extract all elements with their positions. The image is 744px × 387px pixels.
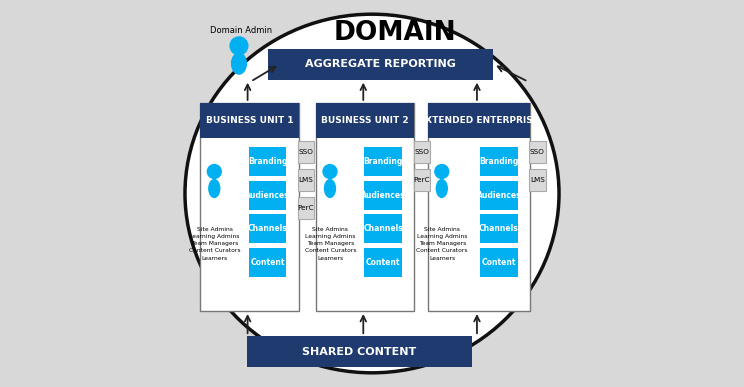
Ellipse shape: [231, 52, 247, 75]
Text: SHARED CONTENT: SHARED CONTENT: [302, 347, 417, 356]
FancyBboxPatch shape: [316, 103, 414, 138]
Text: DOMAIN: DOMAIN: [334, 21, 457, 46]
Text: BUSINESS UNIT 1: BUSINESS UNIT 1: [206, 116, 293, 125]
FancyBboxPatch shape: [529, 140, 545, 163]
FancyBboxPatch shape: [365, 214, 402, 243]
Text: Site Admins
Learning Admins
Team Managers
Content Curators
Learners: Site Admins Learning Admins Team Manager…: [417, 227, 468, 260]
FancyBboxPatch shape: [480, 181, 518, 210]
FancyBboxPatch shape: [298, 140, 314, 163]
FancyBboxPatch shape: [414, 169, 430, 191]
Text: SSO: SSO: [298, 149, 313, 155]
Text: LMS: LMS: [298, 177, 313, 183]
Text: Audiences: Audiences: [361, 191, 405, 200]
Text: PerC: PerC: [298, 205, 315, 211]
Circle shape: [434, 164, 449, 178]
FancyBboxPatch shape: [268, 49, 493, 80]
FancyBboxPatch shape: [248, 214, 286, 243]
Circle shape: [208, 164, 221, 178]
Ellipse shape: [436, 179, 448, 198]
FancyBboxPatch shape: [200, 103, 299, 311]
FancyBboxPatch shape: [414, 140, 430, 163]
Text: Content: Content: [366, 258, 400, 267]
Text: EXTENDED ENTERPRISE: EXTENDED ENTERPRISE: [419, 116, 539, 125]
Ellipse shape: [324, 179, 336, 198]
FancyBboxPatch shape: [480, 214, 518, 243]
FancyBboxPatch shape: [247, 336, 472, 367]
Ellipse shape: [208, 179, 220, 198]
Text: Branding: Branding: [364, 157, 403, 166]
FancyBboxPatch shape: [248, 181, 286, 210]
Text: Site Admins
Learning Admins
Team Managers
Content Curators
Learners: Site Admins Learning Admins Team Manager…: [304, 227, 356, 260]
Text: AGGREGATE REPORTING: AGGREGATE REPORTING: [305, 59, 456, 69]
Text: Audiences: Audiences: [477, 191, 522, 200]
FancyBboxPatch shape: [200, 103, 299, 138]
Text: Audiences: Audiences: [246, 191, 290, 200]
FancyBboxPatch shape: [365, 181, 402, 210]
Text: SSO: SSO: [414, 149, 429, 155]
Text: Channels: Channels: [248, 224, 287, 233]
FancyBboxPatch shape: [248, 147, 286, 176]
Text: Channels: Channels: [363, 224, 403, 233]
FancyBboxPatch shape: [428, 103, 530, 311]
Text: LMS: LMS: [530, 177, 545, 183]
Circle shape: [323, 164, 337, 178]
Circle shape: [230, 37, 248, 55]
Ellipse shape: [185, 14, 559, 373]
FancyBboxPatch shape: [298, 197, 314, 219]
FancyBboxPatch shape: [316, 103, 414, 311]
Text: Branding: Branding: [479, 157, 519, 166]
FancyBboxPatch shape: [298, 169, 314, 191]
FancyBboxPatch shape: [248, 248, 286, 277]
FancyBboxPatch shape: [529, 169, 545, 191]
FancyBboxPatch shape: [365, 147, 402, 176]
FancyBboxPatch shape: [480, 147, 518, 176]
Text: Domain Admin: Domain Admin: [210, 26, 272, 35]
FancyBboxPatch shape: [480, 248, 518, 277]
Text: Content: Content: [250, 258, 285, 267]
Text: Branding: Branding: [248, 157, 287, 166]
Text: Content: Content: [481, 258, 516, 267]
Text: PerC: PerC: [414, 177, 430, 183]
Text: Channels: Channels: [479, 224, 519, 233]
Text: Site Admins
Learning Admins
Team Managers
Content Curators
Learners: Site Admins Learning Admins Team Manager…: [189, 227, 240, 260]
FancyBboxPatch shape: [365, 248, 402, 277]
Text: SSO: SSO: [530, 149, 545, 155]
Text: BUSINESS UNIT 2: BUSINESS UNIT 2: [321, 116, 409, 125]
FancyBboxPatch shape: [428, 103, 530, 138]
